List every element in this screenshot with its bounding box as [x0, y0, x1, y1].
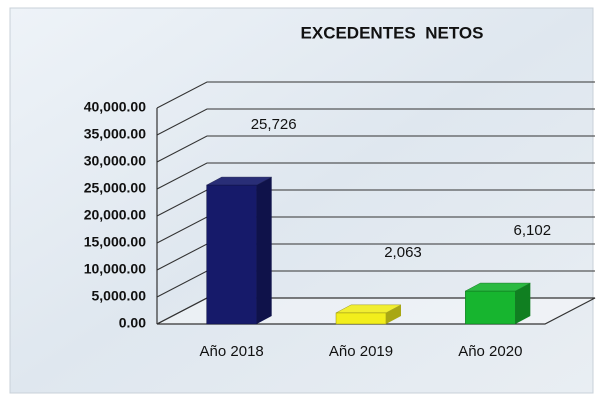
x-tick-label: Año 2019	[329, 343, 393, 360]
value-label: 2,063	[384, 244, 422, 261]
bar	[465, 291, 515, 324]
y-tick-label: 15,000.00	[84, 234, 146, 250]
bar-side	[257, 177, 272, 324]
y-tick-label: 5,000.00	[92, 288, 147, 304]
y-tick-label: 0.00	[119, 315, 146, 331]
y-tick-label: 25,000.00	[84, 180, 146, 196]
bar	[336, 313, 386, 324]
chart: EXCEDENTES NETOS 0.00 5,000.00 10,000.00 15…	[0, 0, 603, 401]
bar	[207, 185, 257, 324]
y-tick-label: 30,000.00	[84, 153, 146, 169]
y-tick-label: 40,000.00	[84, 99, 146, 115]
x-tick-label: Año 2020	[458, 343, 522, 360]
chart-title: EXCEDENTES NETOS	[301, 23, 484, 42]
y-tick-label: 10,000.00	[84, 261, 146, 277]
y-tick-label: 20,000.00	[84, 207, 146, 223]
y-tick-label: 35,000.00	[84, 126, 146, 142]
value-label: 6,102	[514, 222, 552, 239]
x-tick-label: Año 2018	[200, 343, 264, 360]
value-label: 25,726	[251, 116, 297, 133]
background	[10, 8, 593, 393]
